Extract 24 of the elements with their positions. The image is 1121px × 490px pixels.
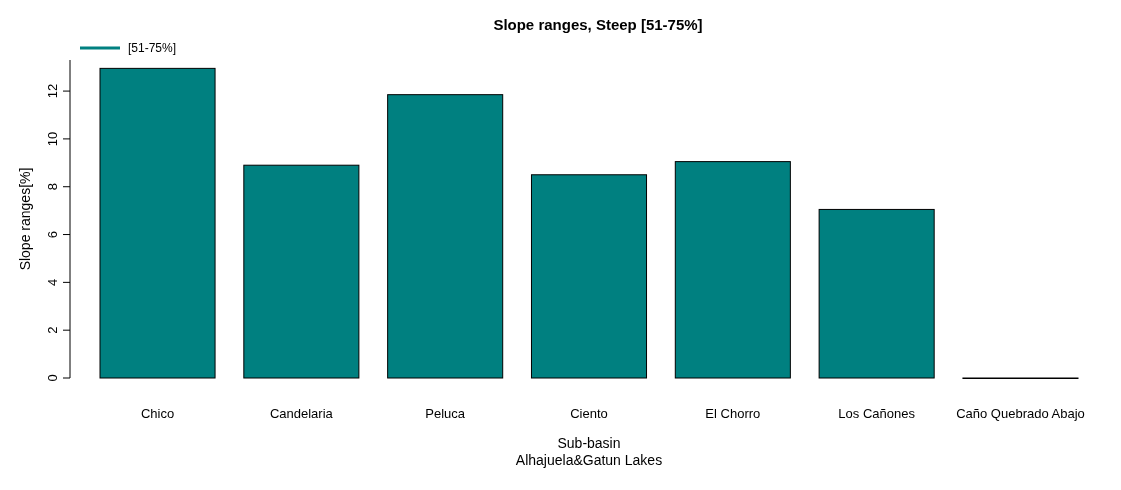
x-tick-label: Candelaria — [269, 406, 334, 421]
legend-label: [51-75%] — [128, 41, 177, 55]
bar — [674, 161, 791, 379]
x-tick-label: Los Cañones — [838, 406, 916, 421]
bar — [243, 164, 360, 379]
y-tick-label: 6 — [45, 230, 60, 239]
bar — [530, 174, 648, 379]
x-tick-label: Chico — [140, 406, 175, 421]
y-axis-title: Slope ranges[%] — [17, 167, 33, 271]
x-tick-label: Caño Quebrado Abajo — [956, 406, 1085, 421]
chart-title: Slope ranges, Steep [51-75%] — [493, 16, 703, 33]
x-tick-label: Ciento — [570, 406, 608, 421]
x-axis-title: Sub-basin Alhajuela&Gatun Lakes — [515, 435, 663, 468]
y-tick-label: 10 — [45, 131, 60, 147]
y-tick-label: 12 — [45, 83, 60, 99]
x-tick-label: El Chorro — [705, 406, 761, 421]
x-tick-label: Peluca — [425, 406, 466, 421]
y-tick-label: 2 — [45, 326, 60, 334]
y-tick-label: 0 — [45, 374, 60, 382]
bar — [818, 208, 935, 379]
bar — [387, 94, 504, 379]
bar — [99, 67, 216, 379]
y-tick-label: 4 — [45, 278, 60, 286]
y-tick-label: 8 — [45, 183, 60, 191]
